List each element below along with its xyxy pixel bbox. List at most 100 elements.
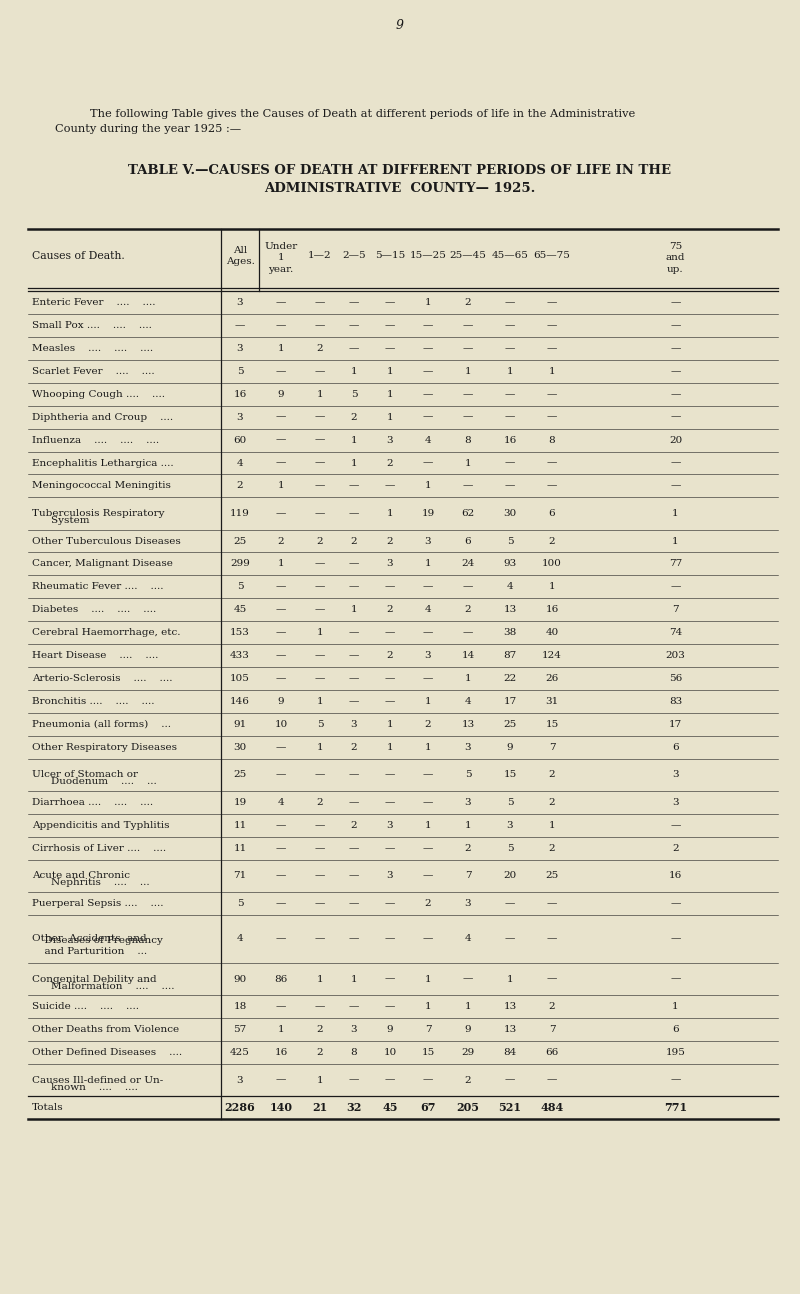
Text: Other Tuberculous Diseases: Other Tuberculous Diseases	[32, 537, 181, 546]
Text: 16: 16	[503, 436, 517, 445]
Text: 2: 2	[237, 481, 243, 490]
Text: 1: 1	[425, 974, 431, 983]
Text: 11: 11	[234, 844, 246, 853]
Text: 19: 19	[422, 509, 434, 518]
Text: 153: 153	[230, 629, 250, 637]
Text: 25: 25	[546, 871, 558, 880]
Text: 1: 1	[425, 481, 431, 490]
Text: 5: 5	[237, 366, 243, 375]
Text: 87: 87	[503, 651, 517, 660]
Text: —: —	[349, 697, 359, 707]
Text: The following Table gives the Causes of Death at different periods of life in th: The following Table gives the Causes of …	[90, 109, 635, 119]
Text: 9: 9	[278, 389, 284, 399]
Text: —: —	[385, 344, 395, 353]
Text: 10: 10	[274, 719, 288, 729]
Text: —: —	[547, 481, 557, 490]
Text: —: —	[315, 582, 325, 591]
Text: 91: 91	[234, 719, 246, 729]
Text: 1: 1	[465, 674, 471, 683]
Text: 3: 3	[237, 1075, 243, 1084]
Text: 5: 5	[506, 537, 514, 546]
Text: 15: 15	[422, 1048, 434, 1057]
Text: Acute and Chronic: Acute and Chronic	[32, 871, 130, 880]
Text: 2—5: 2—5	[342, 251, 366, 260]
Text: 2: 2	[386, 537, 394, 546]
Text: 1: 1	[350, 436, 358, 445]
Text: 5: 5	[237, 582, 243, 591]
Text: —: —	[463, 629, 473, 637]
Text: Puerperal Sepsis ....    ....: Puerperal Sepsis .... ....	[32, 899, 163, 908]
Text: 1: 1	[386, 366, 394, 375]
Text: —: —	[276, 820, 286, 829]
Text: —: —	[423, 934, 433, 943]
Text: Causes Ill-defined or Un-: Causes Ill-defined or Un-	[32, 1075, 163, 1084]
Text: 3: 3	[672, 770, 679, 779]
Text: 16: 16	[274, 1048, 288, 1057]
Text: 6: 6	[549, 509, 555, 518]
Text: —: —	[349, 481, 359, 490]
Text: —: —	[385, 481, 395, 490]
Text: Malformation    ....    ....: Malformation .... ....	[38, 982, 174, 991]
Text: 3: 3	[237, 413, 243, 422]
Text: 484: 484	[540, 1102, 564, 1113]
Text: Duodenum    ....    ...: Duodenum .... ...	[38, 778, 157, 787]
Text: 2: 2	[386, 458, 394, 467]
Text: —: —	[670, 1075, 681, 1084]
Text: —: —	[349, 770, 359, 779]
Text: 93: 93	[503, 559, 517, 568]
Text: —: —	[276, 770, 286, 779]
Text: —: —	[505, 298, 515, 307]
Text: 4: 4	[425, 606, 431, 615]
Text: —: —	[349, 559, 359, 568]
Text: 1: 1	[386, 719, 394, 729]
Text: 5: 5	[506, 844, 514, 853]
Text: 60: 60	[234, 436, 246, 445]
Text: 1: 1	[350, 366, 358, 375]
Text: 4: 4	[237, 458, 243, 467]
Text: —: —	[547, 458, 557, 467]
Text: 77: 77	[669, 559, 682, 568]
Text: —: —	[463, 344, 473, 353]
Text: 62: 62	[462, 509, 474, 518]
Text: 84: 84	[503, 1048, 517, 1057]
Text: 9: 9	[386, 1025, 394, 1034]
Text: 7: 7	[672, 606, 679, 615]
Text: 30: 30	[234, 743, 246, 752]
Text: Diabetes    ....    ....    ....: Diabetes .... .... ....	[32, 606, 156, 615]
Text: —: —	[670, 321, 681, 330]
Text: Bronchitis ....    ....    ....: Bronchitis .... .... ....	[32, 697, 154, 707]
Text: 8: 8	[350, 1048, 358, 1057]
Text: 2: 2	[317, 344, 323, 353]
Text: —: —	[670, 366, 681, 375]
Text: —: —	[385, 899, 395, 908]
Text: TABLE V.—CAUSES OF DEATH AT DIFFERENT PERIODS OF LIFE IN THE: TABLE V.—CAUSES OF DEATH AT DIFFERENT PE…	[129, 164, 671, 177]
Text: 9: 9	[396, 19, 404, 32]
Text: 2: 2	[386, 606, 394, 615]
Text: 8: 8	[549, 436, 555, 445]
Text: 2: 2	[425, 899, 431, 908]
Text: 1: 1	[425, 697, 431, 707]
Text: —: —	[385, 298, 395, 307]
Text: 2: 2	[425, 719, 431, 729]
Text: 13: 13	[503, 606, 517, 615]
Text: 4: 4	[465, 697, 471, 707]
Text: —: —	[315, 481, 325, 490]
Text: All
Ages.: All Ages.	[226, 246, 254, 267]
Text: —: —	[385, 1075, 395, 1084]
Text: Arterio-Sclerosis    ....    ....: Arterio-Sclerosis .... ....	[32, 674, 173, 683]
Text: —: —	[547, 389, 557, 399]
Text: 4: 4	[237, 934, 243, 943]
Text: 65—75: 65—75	[534, 251, 570, 260]
Text: Scarlet Fever    ....    ....: Scarlet Fever .... ....	[32, 366, 154, 375]
Text: 1: 1	[278, 1025, 284, 1034]
Text: 1: 1	[506, 974, 514, 983]
Text: 1: 1	[549, 582, 555, 591]
Text: 5: 5	[237, 899, 243, 908]
Text: —: —	[505, 934, 515, 943]
Text: —: —	[349, 651, 359, 660]
Text: —: —	[505, 321, 515, 330]
Text: 4: 4	[425, 436, 431, 445]
Text: —: —	[385, 798, 395, 807]
Text: 1: 1	[549, 366, 555, 375]
Text: —: —	[463, 974, 473, 983]
